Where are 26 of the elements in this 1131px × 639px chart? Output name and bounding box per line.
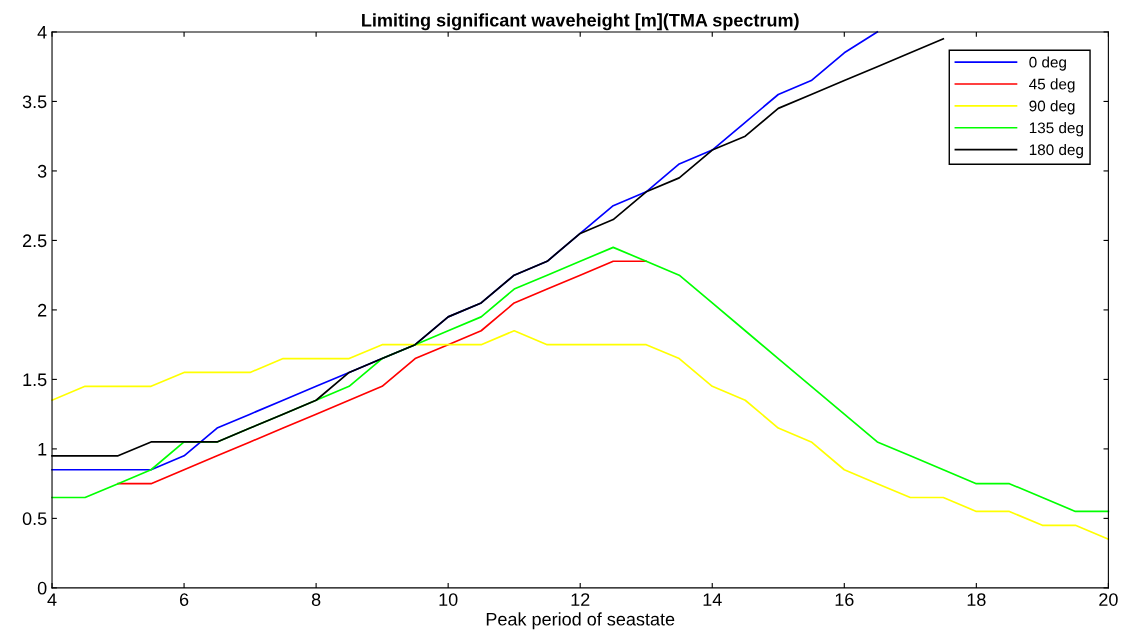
x-tick-label: 6 [179, 593, 189, 606]
x-tick-label: 20 [1099, 593, 1118, 606]
legend-label: 90 deg [1029, 100, 1075, 115]
y-tick-label: 4 [37, 26, 47, 39]
chart-title: Limiting significant waveheight [m](TMA spectrum) [362, 13, 799, 31]
x-tick-label: 8 [311, 593, 321, 606]
y-tick-label: 2 [38, 303, 47, 317]
y-tick-label: 1 [38, 443, 47, 456]
y-tick-label: 0.5 [22, 512, 47, 526]
x-tick-label: 18 [967, 593, 986, 606]
legend-label: 0 deg [1029, 56, 1066, 71]
x-tick-label: 12 [571, 593, 590, 606]
y-tick-label: 3 [37, 164, 47, 178]
legend-label: 135 deg [1029, 122, 1083, 137]
x-axis-title: Peak period of seastate [486, 612, 675, 630]
x-tick-label: 10 [439, 593, 458, 606]
legend-label: 45 deg [1029, 78, 1075, 93]
line-series [51, 329, 1110, 541]
x-tick-label: 4 [47, 593, 57, 606]
x-tick-label: 14 [703, 593, 722, 606]
y-tick-label: 3.5 [22, 95, 47, 109]
y-tick-label: 0 [37, 581, 47, 595]
y-tick-label: 1.5 [23, 373, 47, 387]
y-tick-label: 2.5 [22, 234, 47, 248]
x-tick-label: 16 [835, 593, 854, 606]
legend-label: 180 deg [1029, 143, 1083, 159]
